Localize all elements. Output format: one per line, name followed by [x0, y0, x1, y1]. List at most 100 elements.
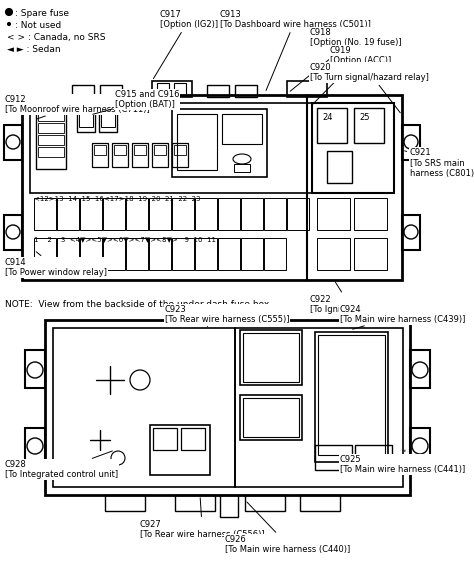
Bar — [38, 123, 64, 133]
Bar — [175, 495, 215, 511]
Bar — [287, 81, 327, 97]
Bar — [172, 238, 194, 270]
Bar — [152, 81, 192, 97]
Text: C924
[To Main wire harness (C439)]: C924 [To Main wire harness (C439)] — [340, 305, 465, 329]
Bar — [101, 113, 115, 127]
Bar — [154, 145, 166, 155]
Bar — [327, 151, 352, 183]
Bar — [99, 110, 117, 132]
Bar — [174, 145, 186, 155]
Bar — [94, 145, 106, 155]
Text: ◄ ► : Sedan: ◄ ► : Sedan — [7, 45, 61, 54]
Bar — [77, 110, 95, 132]
Bar — [220, 495, 238, 517]
Bar — [318, 335, 385, 455]
Text: C917
[Option (IG2)]: C917 [Option (IG2)] — [154, 10, 218, 78]
Bar — [240, 330, 302, 385]
Bar — [315, 445, 352, 470]
Bar — [234, 164, 250, 172]
Text: C928
[To Integrated control unit]: C928 [To Integrated control unit] — [5, 451, 118, 479]
Text: C919
[Option (ACC)]: C919 [Option (ACC)] — [312, 46, 391, 105]
Bar — [80, 198, 102, 230]
Text: C920
[To Turn signal/hazard relay]: C920 [To Turn signal/hazard relay] — [310, 63, 429, 113]
Bar — [114, 145, 126, 155]
Bar — [264, 238, 286, 270]
Text: <12>13  14  15  16<17>18  19  20  21  22  23: <12>13 14 15 16<17>18 19 20 21 22 23 — [34, 196, 201, 202]
Bar — [172, 109, 267, 177]
Bar — [25, 428, 45, 466]
Bar — [72, 85, 94, 97]
Bar — [195, 198, 217, 230]
Bar — [112, 143, 128, 167]
Bar — [312, 103, 394, 193]
Text: : Not used: : Not used — [15, 21, 61, 30]
Text: C918
[Option (No. 19 fuse)]: C918 [Option (No. 19 fuse)] — [290, 28, 401, 91]
Bar — [174, 83, 186, 95]
Bar — [222, 114, 262, 144]
Bar — [153, 428, 177, 450]
Bar — [4, 125, 22, 160]
Bar — [132, 143, 148, 167]
Bar — [287, 198, 309, 230]
Bar — [240, 395, 302, 440]
Text: C915 and C916
[Option (BAT)]: C915 and C916 [Option (BAT)] — [93, 90, 180, 114]
Text: C926
[To Main wire harness (C440)]: C926 [To Main wire harness (C440)] — [225, 502, 350, 554]
Text: NOTE:  View from the backside of the under-dash fuse box.: NOTE: View from the backside of the unde… — [5, 300, 272, 309]
Bar — [218, 198, 240, 230]
Text: 1    2    3  <4▼><5▼><6▼><7▼><8▼>   9  10  11: 1 2 3 <4▼><5▼><6▼><7▼><8▼> 9 10 11 — [34, 236, 216, 242]
Bar — [126, 198, 148, 230]
Text: C925
[To Main wire harness (C441)]: C925 [To Main wire harness (C441)] — [340, 450, 465, 475]
Bar — [315, 332, 388, 462]
Bar — [126, 238, 148, 270]
Bar — [172, 198, 194, 230]
Bar — [80, 238, 102, 270]
Bar — [181, 428, 205, 450]
Bar — [79, 113, 93, 127]
Bar — [57, 238, 79, 270]
Bar — [150, 425, 210, 475]
Bar — [354, 238, 387, 270]
Bar — [34, 238, 56, 270]
Bar — [317, 108, 347, 143]
Bar — [300, 495, 340, 511]
Bar — [218, 238, 240, 270]
Bar — [235, 328, 403, 487]
Bar — [354, 108, 384, 143]
Bar — [172, 143, 188, 167]
Bar — [410, 350, 430, 388]
Bar — [402, 215, 420, 250]
Bar — [243, 333, 299, 382]
Bar — [30, 103, 394, 193]
Bar — [4, 215, 22, 250]
Bar — [317, 198, 350, 230]
Bar — [241, 238, 263, 270]
Bar — [245, 495, 285, 511]
Text: C921
[To SRS main
harness (C801)]: C921 [To SRS main harness (C801)] — [405, 148, 474, 178]
Bar — [355, 445, 392, 470]
Bar — [38, 147, 64, 157]
Bar — [38, 135, 64, 145]
Bar — [195, 238, 217, 270]
Bar — [207, 85, 229, 97]
Bar — [105, 495, 145, 511]
Bar — [103, 238, 125, 270]
Text: 24: 24 — [322, 113, 332, 122]
Bar — [38, 111, 64, 121]
Bar — [149, 198, 171, 230]
Bar — [152, 143, 168, 167]
Bar — [149, 238, 171, 270]
Bar — [34, 198, 56, 230]
Text: C914
[To Power window relay]: C914 [To Power window relay] — [5, 252, 107, 278]
Bar — [410, 428, 430, 466]
Bar — [103, 198, 125, 230]
Bar — [241, 198, 263, 230]
Text: C927
[To Rear wire harness (C556)]: C927 [To Rear wire harness (C556)] — [140, 498, 264, 539]
Text: C913
[To Dashboard wire harness (C501)]: C913 [To Dashboard wire harness (C501)] — [220, 10, 371, 90]
Bar — [402, 125, 420, 160]
Bar — [243, 398, 299, 437]
Bar — [53, 328, 236, 487]
Bar — [264, 198, 286, 230]
Bar — [36, 109, 66, 169]
Bar — [157, 83, 169, 95]
Bar — [177, 114, 217, 170]
